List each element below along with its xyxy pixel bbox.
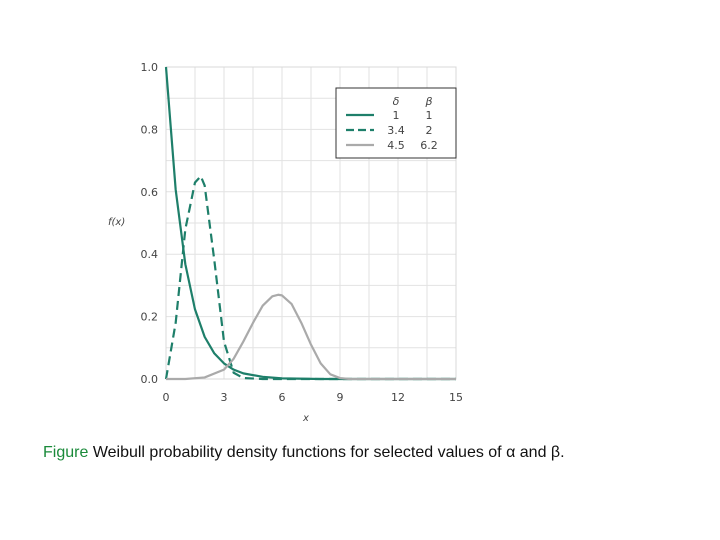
- y-tick-label: 0.2: [141, 311, 159, 324]
- y-tick-label: 0.8: [141, 123, 159, 136]
- tick-labels: 0 3 6 9 12 150.00.20.40.60.81.0: [141, 61, 464, 404]
- weibull-chart: 0 3 6 9 12 150.00.20.40.60.81.0 f(x) x δ β1 13.…: [108, 61, 464, 424]
- series-line-2: [164, 175, 456, 381]
- y-axis-label: f(x): [108, 217, 125, 228]
- series-lines: [164, 66, 456, 381]
- series-line-3: [166, 293, 456, 381]
- y-tick-label: 1.0: [141, 61, 159, 74]
- x-tick-label: 3: [221, 391, 228, 404]
- legend-delta-value: 3.4: [387, 124, 405, 137]
- x-tick-label: 6: [279, 391, 286, 404]
- x-tick-label: 12: [391, 391, 405, 404]
- y-tick-label: 0.6: [141, 186, 159, 199]
- figure-caption: Figure Weibull probability density funct…: [43, 444, 565, 462]
- x-tick-label: 15: [449, 391, 463, 404]
- legend-delta-value: 1: [393, 109, 400, 122]
- legend-header-beta: β: [424, 95, 432, 108]
- x-tick-label: 9: [337, 391, 344, 404]
- y-tick-label: 0.4: [141, 248, 159, 261]
- caption-text: Weibull probability density functions fo…: [92, 444, 565, 461]
- x-tick-label: 0: [163, 391, 170, 404]
- legend-beta-value: 1: [426, 109, 433, 122]
- legend: δ β1 13.4 24.5 6.2: [335, 87, 457, 159]
- caption-prefix: Figure: [43, 444, 89, 461]
- series-line-1: [164, 66, 456, 381]
- y-tick-label: 0.0: [141, 373, 159, 386]
- legend-header-delta: δ: [393, 95, 400, 108]
- legend-delta-value: 4.5: [387, 139, 405, 152]
- legend-beta-value: 2: [426, 124, 433, 137]
- legend-beta-value: 6.2: [420, 139, 438, 152]
- x-axis-label: x: [302, 413, 309, 424]
- legend-box: [335, 87, 457, 159]
